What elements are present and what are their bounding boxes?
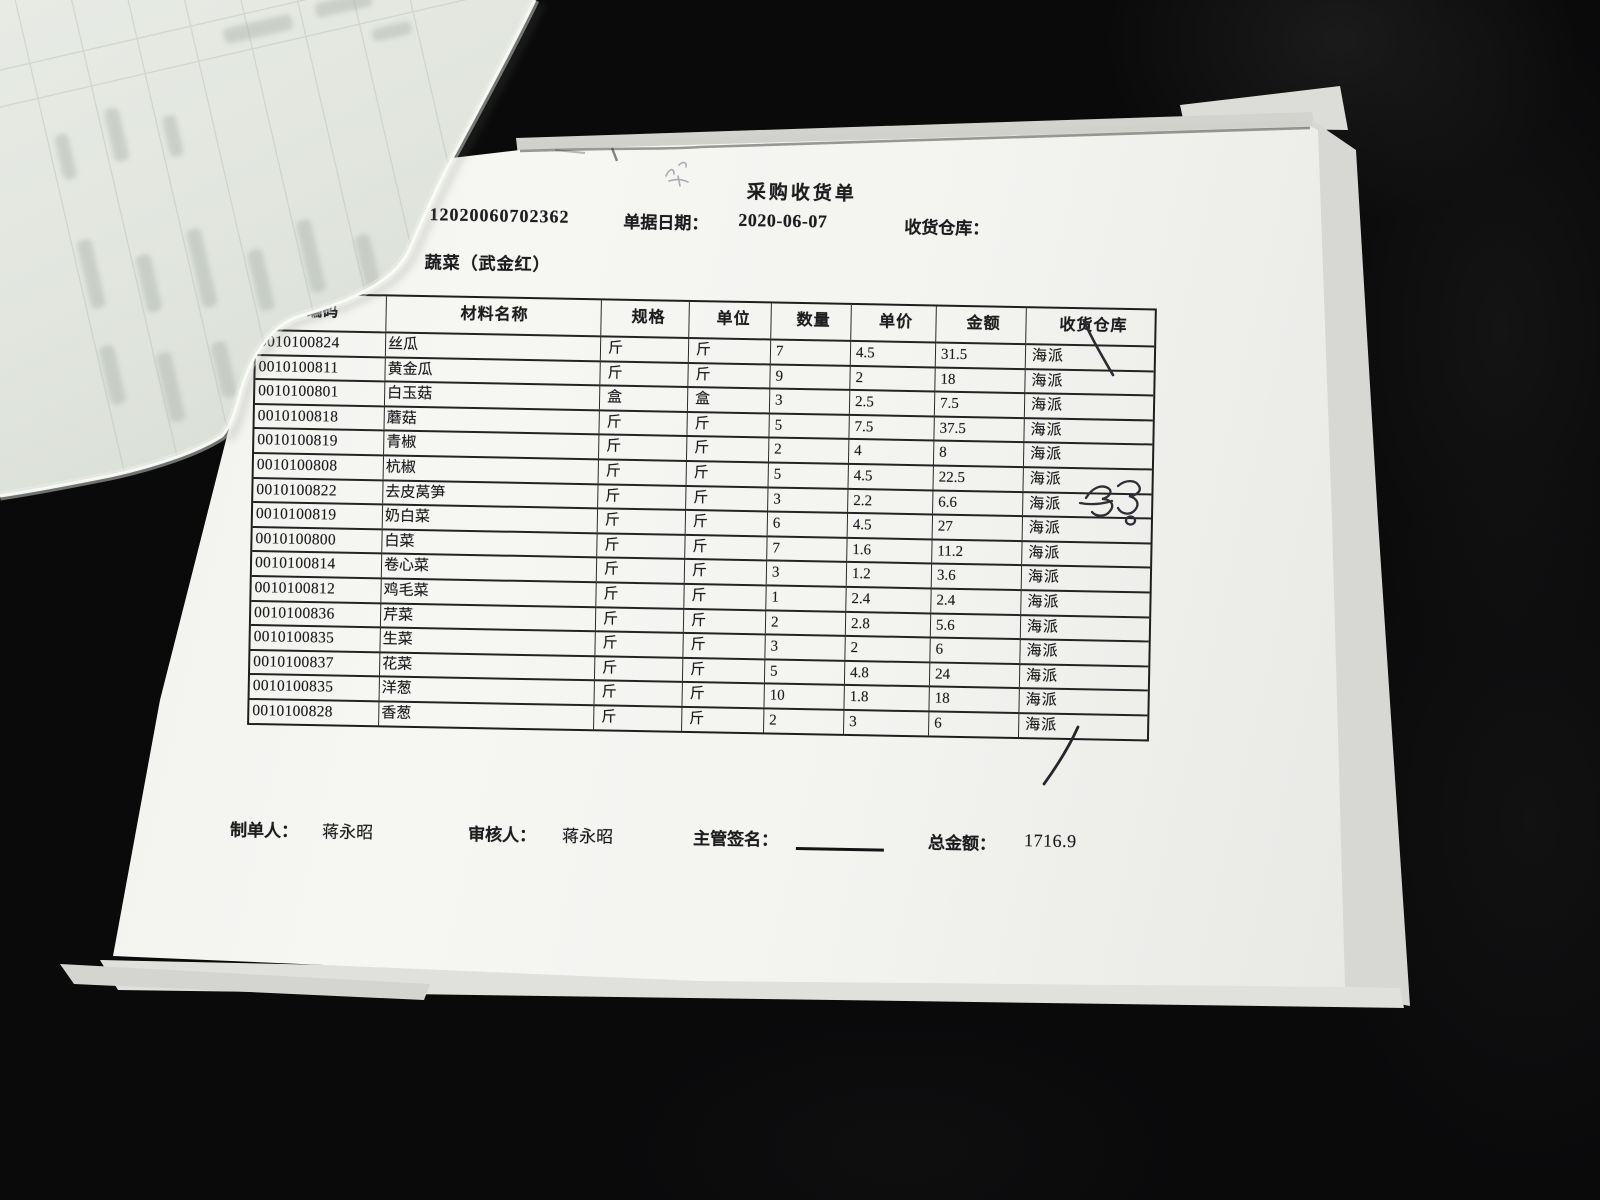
pencil-scribble-above-title	[665, 161, 689, 187]
pen-slash-row-16	[1042, 725, 1080, 786]
pen-slash-rows-1-2	[1082, 319, 1115, 377]
pen-signature-row-7	[1078, 479, 1141, 526]
